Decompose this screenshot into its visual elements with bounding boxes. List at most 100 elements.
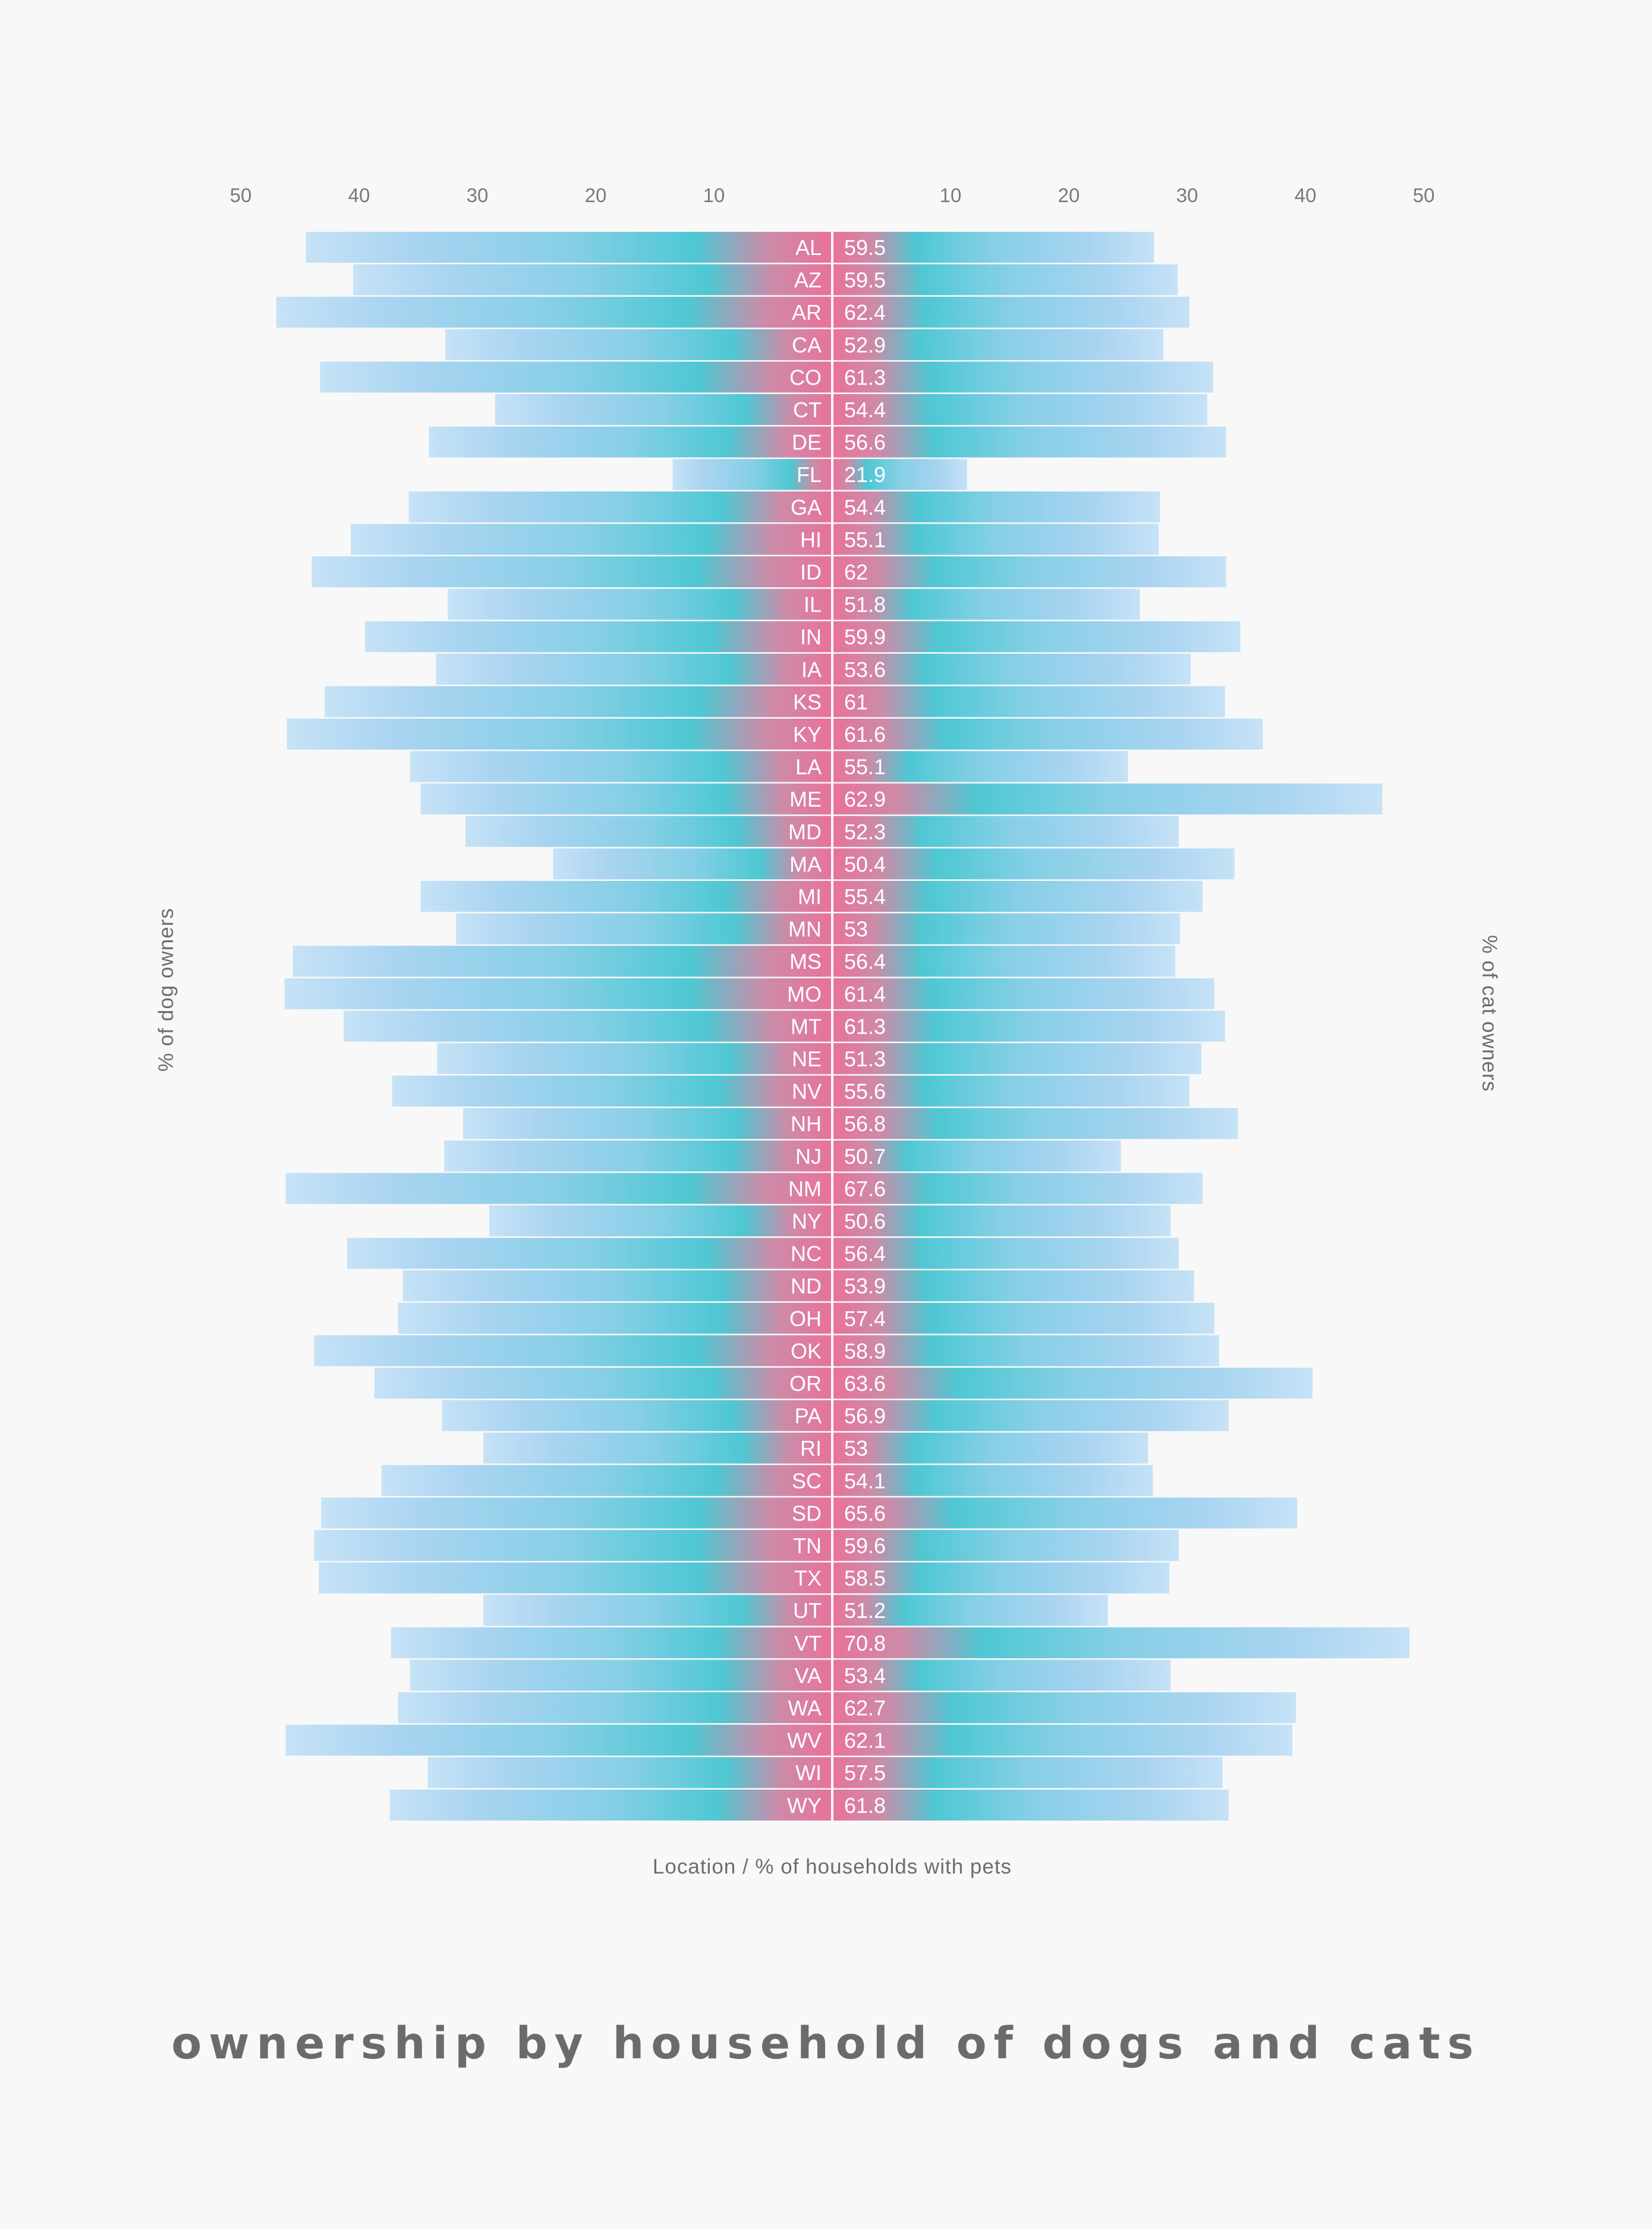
state-label: SC — [792, 1469, 822, 1493]
state-label: MS — [789, 949, 822, 974]
state-label: NM — [788, 1176, 822, 1201]
state-label: WV — [787, 1729, 822, 1753]
cat-bar — [832, 1043, 1201, 1074]
household-pct-label: 62.4 — [844, 300, 886, 325]
dog-bar — [391, 1627, 832, 1658]
household-pct-label: 53 — [844, 1436, 868, 1460]
left-axis-label: % of dog owners — [155, 908, 178, 1072]
cat-bar — [832, 1660, 1171, 1691]
cat-bar — [832, 1400, 1229, 1431]
household-pct-label: 56.8 — [844, 1112, 886, 1136]
cat-bar — [832, 1562, 1170, 1594]
dog-bar — [276, 297, 832, 328]
dog-bar — [392, 1075, 832, 1107]
household-pct-label: 62.9 — [844, 787, 886, 811]
cat-bar — [832, 848, 1235, 880]
left-tick-label: 10 — [703, 184, 725, 206]
household-pct-label: 56.4 — [844, 1242, 886, 1266]
household-pct-label: 21.9 — [844, 462, 886, 487]
right-axis-label: % of cat owners — [1478, 935, 1501, 1092]
household-pct-label: 70.8 — [844, 1631, 886, 1655]
dog-bar — [444, 1140, 832, 1172]
state-label: GA — [791, 495, 822, 520]
right-tick-label: 40 — [1295, 184, 1317, 206]
cat-bar — [832, 394, 1207, 425]
cat-bar — [832, 297, 1190, 328]
household-pct-label: 65.6 — [844, 1501, 886, 1525]
cat-bar — [832, 719, 1263, 750]
state-label: IN — [800, 625, 822, 649]
state-label: WA — [788, 1696, 822, 1720]
state-label: NV — [792, 1079, 822, 1104]
state-label: MO — [787, 982, 822, 1006]
cat-bar — [832, 1497, 1298, 1529]
household-pct-label: 61 — [844, 690, 868, 714]
cat-bar — [832, 1530, 1179, 1561]
dog-bar — [442, 1400, 832, 1431]
dog-bar — [364, 621, 832, 653]
household-pct-label: 56.6 — [844, 430, 886, 455]
state-label: TN — [793, 1534, 822, 1558]
household-pct-label: 51.2 — [844, 1598, 886, 1623]
state-label: NY — [792, 1209, 822, 1233]
household-pct-label: 62 — [844, 560, 868, 584]
cat-bar — [832, 1724, 1293, 1756]
household-pct-label: 55.4 — [844, 884, 886, 909]
household-pct-label: 53.9 — [844, 1274, 886, 1298]
cat-bar — [832, 556, 1226, 587]
dog-bar — [285, 1173, 832, 1204]
dog-bar — [347, 1238, 832, 1269]
dog-bar — [495, 394, 832, 425]
state-label: NJ — [795, 1144, 822, 1169]
dog-bar — [351, 524, 832, 555]
state-label: DE — [792, 430, 822, 455]
cat-bar — [832, 783, 1383, 815]
household-pct-label: 50.6 — [844, 1209, 886, 1233]
dog-bar — [420, 783, 832, 815]
dog-bar — [456, 913, 832, 945]
dog-bar — [429, 426, 832, 458]
cat-bar — [832, 1433, 1148, 1464]
dog-bar — [410, 751, 832, 782]
state-label: AR — [792, 300, 822, 325]
dog-bar — [287, 719, 832, 750]
household-pct-label: 56.9 — [844, 1404, 886, 1428]
state-label: MI — [798, 884, 822, 909]
household-pct-label: 55.1 — [844, 755, 886, 779]
cat-bar — [832, 491, 1160, 522]
state-label: SD — [792, 1501, 822, 1525]
cat-bar — [832, 264, 1178, 295]
household-pct-label: 52.9 — [844, 333, 886, 357]
household-pct-label: 51.3 — [844, 1047, 886, 1071]
cat-bar — [832, 232, 1154, 263]
state-label: UT — [793, 1598, 822, 1623]
right-axis-ticks: 10 20 30 40 50 — [940, 184, 1435, 206]
left-tick-label: 40 — [348, 184, 370, 206]
household-pct-label: 53.4 — [844, 1663, 886, 1688]
cat-bar — [832, 1302, 1214, 1334]
cat-bar — [832, 459, 967, 490]
household-pct-label: 58.5 — [844, 1566, 886, 1591]
state-label: VA — [795, 1663, 822, 1688]
cat-bar — [832, 1238, 1179, 1269]
state-label: AZ — [794, 268, 822, 292]
household-pct-label: 57.5 — [844, 1761, 886, 1785]
state-label: IA — [801, 657, 822, 682]
cat-bar — [832, 361, 1213, 393]
state-label: VT — [794, 1631, 822, 1655]
chart-title: ownership by household of dogs and cats — [171, 2018, 1481, 2069]
household-pct-label: 58.9 — [844, 1339, 886, 1363]
state-label: LA — [795, 755, 822, 779]
cat-bar — [832, 1173, 1203, 1204]
dog-bar — [420, 881, 832, 912]
state-label: KS — [793, 690, 822, 714]
state-label: NH — [791, 1112, 822, 1136]
right-tick-label: 30 — [1176, 184, 1198, 206]
dog-bar — [314, 1335, 832, 1367]
household-pct-label: 59.5 — [844, 268, 886, 292]
cat-bar — [832, 1205, 1171, 1236]
household-pct-label: 59.6 — [844, 1534, 886, 1558]
household-pct-label: 54.4 — [844, 398, 886, 422]
dog-bar — [489, 1205, 832, 1236]
dog-bar — [284, 978, 832, 1009]
